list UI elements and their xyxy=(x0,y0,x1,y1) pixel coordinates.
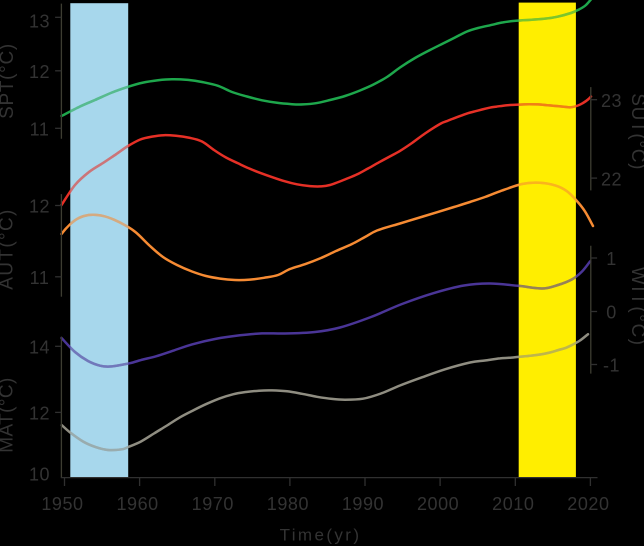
svg-text:22: 22 xyxy=(601,169,622,189)
svg-text:-1: -1 xyxy=(603,356,620,376)
svg-text:2020: 2020 xyxy=(567,494,609,514)
svg-text:WIT(°C): WIT(°C) xyxy=(627,267,644,347)
svg-text:14: 14 xyxy=(29,338,50,358)
svg-text:12: 12 xyxy=(29,62,50,82)
svg-text:23: 23 xyxy=(601,91,622,111)
svg-text:1950: 1950 xyxy=(41,494,83,514)
svg-text:1960: 1960 xyxy=(116,494,158,514)
svg-text:1990: 1990 xyxy=(342,494,384,514)
svg-text:11: 11 xyxy=(30,268,50,288)
svg-text:1970: 1970 xyxy=(192,494,234,514)
svg-text:SUT(°C): SUT(°C) xyxy=(627,93,644,170)
svg-text:MAT(°C): MAT(°C) xyxy=(0,377,18,452)
svg-text:AUT(°C): AUT(°C) xyxy=(0,208,18,289)
svg-text:Time(yr): Time(yr) xyxy=(280,526,362,545)
svg-text:2000: 2000 xyxy=(417,494,459,514)
svg-text:13: 13 xyxy=(29,11,50,31)
svg-text:SPT(°C): SPT(°C) xyxy=(0,43,18,119)
svg-text:11: 11 xyxy=(30,120,50,140)
svg-text:12: 12 xyxy=(29,197,50,217)
svg-text:12: 12 xyxy=(29,404,50,424)
svg-text:1: 1 xyxy=(606,249,617,269)
svg-text:2010: 2010 xyxy=(492,494,534,514)
svg-text:0: 0 xyxy=(606,303,617,323)
svg-text:1980: 1980 xyxy=(267,494,309,514)
svg-text:10: 10 xyxy=(29,464,50,484)
